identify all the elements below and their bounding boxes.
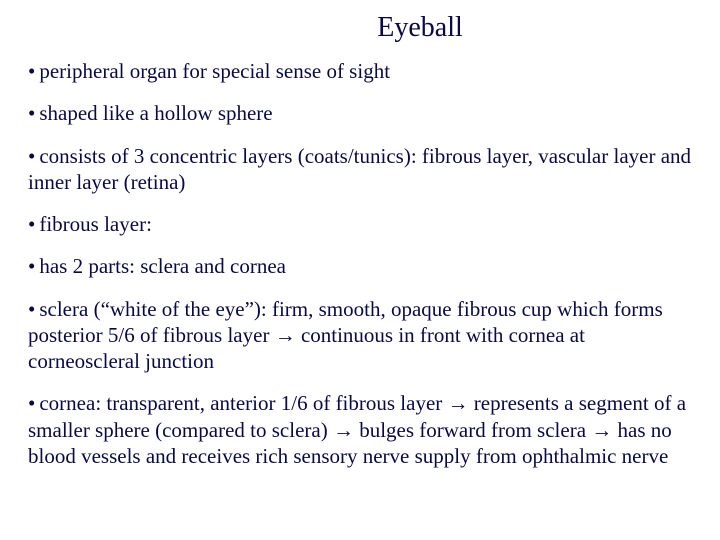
bullet-item: •has 2 parts: sclera and cornea xyxy=(28,253,692,279)
slide-title: Eyeball xyxy=(28,12,692,44)
bullet-text: sclera (“white of the eye”): firm, smoot… xyxy=(28,297,663,374)
bullet-item: •shaped like a hollow sphere xyxy=(28,100,692,126)
bullet-item: •peripheral organ for special sense of s… xyxy=(28,58,692,84)
bullet-item: •fibrous layer: xyxy=(28,211,692,237)
bullet-marker-icon: • xyxy=(28,297,35,321)
bullet-text: has 2 parts: sclera and cornea xyxy=(39,254,286,278)
bullet-marker-icon: • xyxy=(28,59,35,83)
bullet-text: cornea: transparent, anterior 1/6 of fib… xyxy=(28,391,686,468)
bullet-text: fibrous layer: xyxy=(39,212,152,236)
bullet-marker-icon: • xyxy=(28,144,35,168)
bullet-item: •consists of 3 concentric layers (coats/… xyxy=(28,143,692,196)
bullet-text: consists of 3 concentric layers (coats/t… xyxy=(28,144,691,194)
bullet-text: shaped like a hollow sphere xyxy=(39,101,272,125)
bullet-marker-icon: • xyxy=(28,254,35,278)
bullet-marker-icon: • xyxy=(28,391,35,415)
bullet-marker-icon: • xyxy=(28,101,35,125)
bullet-item: •cornea: transparent, anterior 1/6 of fi… xyxy=(28,390,692,469)
bullet-marker-icon: • xyxy=(28,212,35,236)
bullet-text: peripheral organ for special sense of si… xyxy=(39,59,390,83)
bullet-item: •sclera (“white of the eye”): firm, smoo… xyxy=(28,296,692,375)
